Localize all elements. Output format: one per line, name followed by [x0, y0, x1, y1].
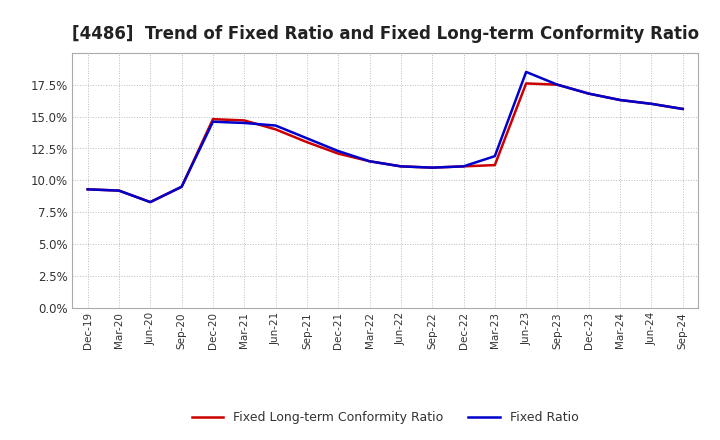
- Line: Fixed Ratio: Fixed Ratio: [88, 72, 683, 202]
- Fixed Ratio: [271, 123, 280, 128]
- Fixed Ratio: [177, 184, 186, 189]
- Fixed Long-term Conformity Ratio: [84, 187, 92, 192]
- Fixed Long-term Conformity Ratio: [209, 117, 217, 122]
- Fixed Long-term Conformity Ratio: [177, 184, 186, 189]
- Fixed Ratio: [240, 121, 248, 126]
- Fixed Ratio: [647, 101, 656, 106]
- Fixed Ratio: [397, 164, 405, 169]
- Fixed Ratio: [428, 165, 436, 170]
- Title: [4486]  Trend of Fixed Ratio and Fixed Long-term Conformity Ratio: [4486] Trend of Fixed Ratio and Fixed Lo…: [71, 25, 699, 43]
- Fixed Long-term Conformity Ratio: [114, 188, 123, 193]
- Fixed Ratio: [678, 106, 687, 112]
- Fixed Long-term Conformity Ratio: [585, 91, 593, 96]
- Fixed Long-term Conformity Ratio: [397, 164, 405, 169]
- Fixed Ratio: [553, 82, 562, 87]
- Fixed Ratio: [302, 136, 311, 141]
- Fixed Long-term Conformity Ratio: [678, 106, 687, 112]
- Fixed Long-term Conformity Ratio: [459, 164, 468, 169]
- Fixed Ratio: [114, 188, 123, 193]
- Fixed Ratio: [459, 164, 468, 169]
- Fixed Ratio: [334, 148, 343, 154]
- Fixed Ratio: [585, 91, 593, 96]
- Fixed Long-term Conformity Ratio: [490, 162, 499, 168]
- Fixed Long-term Conformity Ratio: [616, 97, 624, 103]
- Fixed Long-term Conformity Ratio: [240, 118, 248, 123]
- Fixed Long-term Conformity Ratio: [647, 101, 656, 106]
- Legend: Fixed Long-term Conformity Ratio, Fixed Ratio: Fixed Long-term Conformity Ratio, Fixed …: [187, 407, 583, 429]
- Fixed Long-term Conformity Ratio: [522, 81, 531, 86]
- Fixed Long-term Conformity Ratio: [428, 165, 436, 170]
- Fixed Long-term Conformity Ratio: [553, 82, 562, 87]
- Fixed Long-term Conformity Ratio: [302, 139, 311, 145]
- Fixed Long-term Conformity Ratio: [146, 199, 155, 205]
- Fixed Long-term Conformity Ratio: [334, 151, 343, 156]
- Fixed Ratio: [616, 97, 624, 103]
- Fixed Ratio: [209, 119, 217, 125]
- Fixed Ratio: [84, 187, 92, 192]
- Fixed Ratio: [490, 154, 499, 159]
- Fixed Ratio: [365, 159, 374, 164]
- Fixed Long-term Conformity Ratio: [365, 159, 374, 164]
- Fixed Long-term Conformity Ratio: [271, 127, 280, 132]
- Line: Fixed Long-term Conformity Ratio: Fixed Long-term Conformity Ratio: [88, 84, 683, 202]
- Fixed Ratio: [146, 199, 155, 205]
- Fixed Ratio: [522, 69, 531, 74]
